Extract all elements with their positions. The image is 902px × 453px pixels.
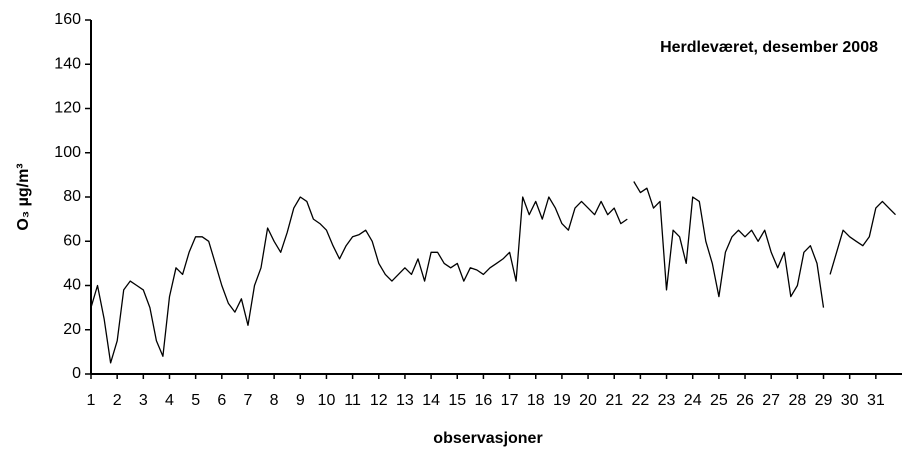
x-tick-label: 8 bbox=[270, 392, 279, 409]
x-tick-label: 30 bbox=[841, 392, 859, 409]
x-tick-label: 31 bbox=[867, 392, 885, 409]
x-tick-label: 6 bbox=[217, 392, 226, 409]
x-tick-label: 10 bbox=[318, 392, 336, 409]
x-tick-label: 28 bbox=[788, 392, 806, 409]
x-tick-label: 19 bbox=[553, 392, 571, 409]
y-tick-label: 0 bbox=[72, 365, 81, 382]
x-tick-label: 27 bbox=[762, 392, 780, 409]
x-tick-label: 4 bbox=[165, 392, 174, 409]
x-tick-label: 3 bbox=[139, 392, 148, 409]
x-tick-label: 24 bbox=[684, 392, 702, 409]
y-tick-label: 40 bbox=[63, 277, 81, 294]
x-tick-label: 20 bbox=[579, 392, 597, 409]
x-tick-label: 11 bbox=[344, 392, 361, 409]
x-tick-label: 16 bbox=[475, 392, 493, 409]
x-tick-label: 26 bbox=[736, 392, 754, 409]
y-tick-label: 80 bbox=[63, 188, 81, 205]
y-tick-label: 100 bbox=[54, 144, 81, 161]
x-tick-label: 25 bbox=[710, 392, 728, 409]
x-tick-label: 7 bbox=[244, 392, 253, 409]
y-tick-label: 140 bbox=[54, 55, 81, 72]
x-tick-label: 23 bbox=[658, 392, 676, 409]
x-tick-label: 17 bbox=[501, 392, 519, 409]
x-tick-label: 12 bbox=[370, 392, 388, 409]
x-tick-label: 2 bbox=[113, 392, 122, 409]
y-tick-label: 60 bbox=[63, 232, 81, 249]
y-tick-label: 120 bbox=[54, 100, 81, 117]
x-tick-label: 13 bbox=[396, 392, 414, 409]
y-tick-label: 160 bbox=[54, 11, 81, 28]
x-tick-label: 22 bbox=[631, 392, 649, 409]
x-tick-label: 1 bbox=[87, 392, 96, 409]
x-tick-label: 21 bbox=[605, 392, 623, 409]
x-tick-label: 15 bbox=[448, 392, 466, 409]
x-tick-label: 14 bbox=[422, 392, 440, 409]
x-tick-label: 18 bbox=[527, 392, 545, 409]
x-axis-label: observasjoner bbox=[433, 430, 542, 447]
data-line bbox=[90, 181, 896, 364]
x-tick-label: 5 bbox=[191, 392, 200, 409]
y-axis-label: O₃ µg/m³ bbox=[15, 163, 32, 230]
chart-annotation: Herdleværet, desember 2008 bbox=[660, 39, 878, 56]
x-tick-label: 29 bbox=[815, 392, 833, 409]
y-tick-label: 20 bbox=[63, 321, 81, 338]
x-tick-label: 9 bbox=[296, 392, 305, 409]
